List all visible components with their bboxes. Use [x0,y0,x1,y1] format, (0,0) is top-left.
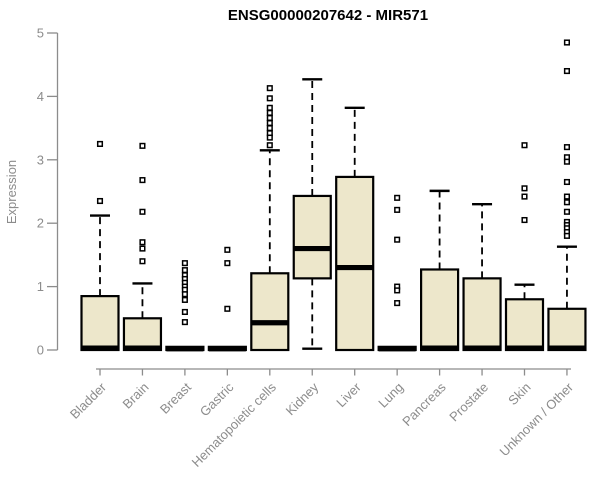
outlier-point [521,216,528,224]
x-tick-label: Kidney [283,379,322,418]
boxplot-lung [377,194,417,352]
outlier-point [563,232,571,239]
outlier-point [266,114,273,122]
outlier-point [563,144,571,151]
outlier-point [139,239,146,246]
x-tick-label: Prostate [446,380,491,425]
outlier-point [181,267,188,274]
y-tick-label: 2 [37,216,44,231]
outlier-point [266,104,273,111]
iqr-box [504,298,545,352]
outlier-point [563,199,571,206]
outlier-point [563,208,571,215]
outlier-point [521,193,528,200]
outlier-point [266,134,273,141]
boxplot-kidney [292,78,332,350]
outlier-point [563,67,571,75]
outlier-point [139,258,146,265]
outlier-point [266,142,273,149]
boxplot-brain [122,142,163,352]
outlier-point [521,142,528,149]
boxplot-skin [504,142,545,352]
outlier-point [139,208,146,215]
outlier-point [563,39,571,46]
outlier-point [224,305,231,312]
iqr-box [462,277,502,352]
outlier-point [266,95,273,102]
outlier-point [563,193,571,200]
outlier-point [266,125,273,132]
outlier-point [96,197,104,205]
outlier-point [266,85,273,92]
x-tick-label: Skin [505,380,533,408]
iqr-box [547,307,587,352]
outlier-point [224,246,231,253]
outlier-point [266,119,273,127]
y-tick-label: 0 [37,343,44,358]
boxes-group [80,39,587,352]
iqr-box [80,295,120,352]
x-tick-label: Gastric [197,379,237,419]
x-tick-label: Unknown / Other [496,379,576,459]
boxplot-prostate [462,202,502,352]
outlier-point [394,194,401,201]
iqr-box [122,317,163,352]
boxplot-hematopoietic-cells [250,85,290,352]
x-tick-label: Liver [333,379,364,410]
outlier-point [96,140,104,147]
outlier-point [394,206,401,213]
outlier-point [181,319,188,326]
x-tick-label: Brain [119,380,151,412]
y-tick-label: 4 [37,89,44,104]
y-tick-label: 5 [37,26,44,41]
outlier-point [224,260,231,267]
iqr-box [250,272,290,352]
iqr-box [335,175,375,352]
iqr-box [420,268,460,352]
iqr-box [292,194,332,280]
outlier-point [394,236,401,243]
y-tick-label: 1 [37,279,44,294]
x-tick-label: Lung [375,380,406,411]
outlier-point [139,142,146,149]
outlier-point [563,158,571,165]
y-tick-label: 3 [37,152,44,167]
y-axis-title: Expression [4,160,19,224]
boxplot-bladder [80,140,120,352]
chart-title: ENSG00000207642 - MIR571 [228,7,428,24]
x-tick-label: Pancreas [399,379,449,429]
outlier-point [394,300,401,307]
outlier-point [181,296,188,303]
boxplot-pancreas [420,189,460,352]
x-tick-label: Bladder [67,379,110,422]
boxplot-unknown-other [547,39,587,352]
outlier-point [181,308,188,316]
boxplot-breast [165,260,205,352]
outlier-point [521,185,528,192]
outlier-point [563,178,571,186]
outlier-point [394,287,401,294]
outlier-point [181,291,188,298]
boxplot-gastric [207,246,247,352]
x-tick-label: Breast [157,379,194,416]
outlier-point [181,260,188,267]
boxplot-liver [335,106,375,352]
outlier-point [266,109,273,116]
outlier-point [139,177,146,184]
outlier-point [139,245,146,252]
x-tick-label: Hematopoietic cells [189,379,280,470]
